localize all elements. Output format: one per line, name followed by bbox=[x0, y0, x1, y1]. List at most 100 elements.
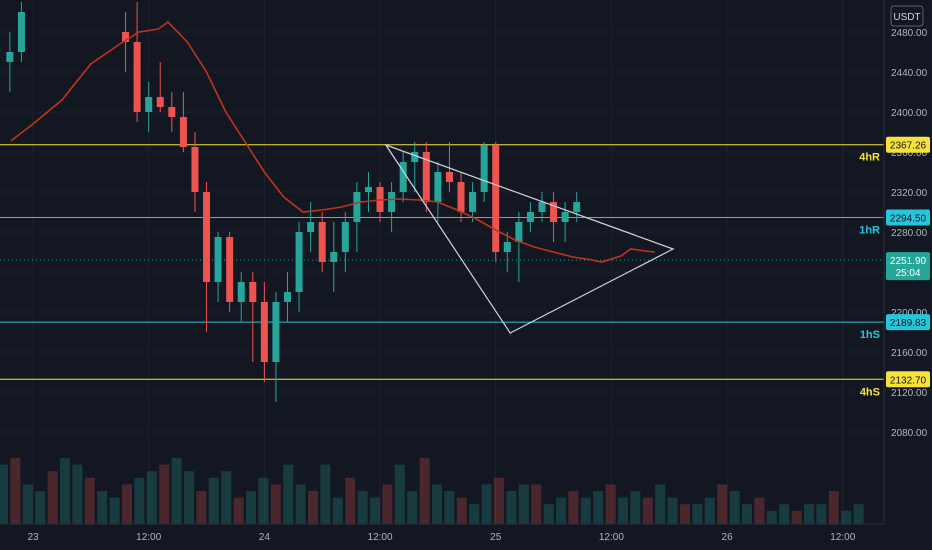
candle-body bbox=[526, 212, 534, 222]
volume-bars bbox=[0, 458, 864, 524]
level-tag: 2132.70 4hS bbox=[860, 371, 930, 398]
x-tick-label: 12:00 bbox=[136, 532, 161, 543]
level-label: 1hR bbox=[859, 225, 880, 237]
candle-body bbox=[145, 97, 153, 112]
candle-body bbox=[179, 117, 187, 147]
candle bbox=[399, 152, 407, 202]
time-axis[interactable]: 23 12:00 24 12:00 25 12:00 26 12:00 bbox=[27, 532, 855, 543]
candle bbox=[561, 202, 569, 242]
volume-bar bbox=[717, 484, 728, 524]
candle-body bbox=[272, 302, 280, 362]
candle bbox=[272, 292, 280, 402]
level-tag: 2294.50 1hR bbox=[859, 209, 930, 237]
candle bbox=[538, 192, 546, 222]
volume-bar bbox=[655, 484, 666, 524]
volume-bar bbox=[308, 491, 318, 524]
candle bbox=[145, 82, 153, 132]
candle bbox=[364, 172, 372, 212]
volume-bar bbox=[432, 484, 442, 524]
candle-body bbox=[411, 152, 419, 162]
candle bbox=[179, 92, 187, 152]
volume-bar bbox=[518, 484, 529, 524]
candle bbox=[515, 212, 523, 282]
candle-body bbox=[364, 187, 372, 192]
volume-bar bbox=[816, 504, 827, 524]
candle-body bbox=[133, 42, 141, 112]
candle bbox=[573, 192, 581, 222]
candle bbox=[283, 272, 291, 322]
candle-body bbox=[307, 222, 315, 232]
volume-bar bbox=[320, 464, 331, 524]
volume-bar bbox=[146, 471, 157, 524]
level-value: 2189.83 bbox=[890, 318, 927, 329]
candle-body bbox=[341, 222, 349, 252]
candle-body bbox=[156, 97, 164, 107]
x-tick-label: 24 bbox=[259, 532, 271, 543]
candle bbox=[295, 222, 303, 312]
volume-bar bbox=[10, 458, 21, 524]
currency-badge[interactable]: USDT bbox=[890, 5, 924, 27]
candle-body bbox=[503, 242, 511, 252]
y-tick-label: 2120.00 bbox=[891, 388, 928, 399]
volume-bar bbox=[382, 484, 393, 524]
level-label: 1hS bbox=[860, 329, 880, 341]
countdown-timer: 25:04 bbox=[895, 268, 920, 279]
candle-body bbox=[492, 145, 500, 252]
volume-bar bbox=[469, 504, 480, 524]
volume-bar bbox=[779, 504, 790, 524]
candle bbox=[388, 182, 396, 232]
chart-grid bbox=[0, 0, 884, 524]
volume-bar bbox=[841, 510, 852, 524]
y-tick-label: 2360.00 bbox=[891, 148, 928, 159]
volume-bar bbox=[97, 491, 108, 524]
candle-body bbox=[330, 252, 338, 262]
volume-bar bbox=[667, 497, 678, 524]
volume-bar bbox=[556, 497, 566, 524]
candle-body bbox=[550, 202, 558, 222]
level-tags: 2367.26 4hR 2294.50 1hR 2189.83 1hS 2132.70 4hS bbox=[859, 136, 930, 398]
candle bbox=[237, 272, 245, 322]
volume-bar bbox=[208, 477, 219, 524]
volume-bar bbox=[642, 497, 653, 524]
volume-bar bbox=[754, 497, 765, 524]
volume-bar bbox=[680, 504, 690, 524]
x-tick-label: 12:00 bbox=[830, 532, 855, 543]
candle bbox=[156, 62, 164, 112]
candle bbox=[330, 222, 338, 292]
candle-body bbox=[249, 282, 257, 302]
volume-bar bbox=[791, 510, 802, 524]
volume-bar bbox=[47, 471, 58, 524]
x-tick-label: 12:00 bbox=[599, 532, 624, 543]
candle bbox=[214, 232, 222, 302]
triangle-pattern bbox=[384, 143, 675, 334]
volume-bar bbox=[853, 504, 864, 524]
volume-bar bbox=[295, 484, 306, 524]
level-tag-box bbox=[886, 209, 930, 226]
volume-bar bbox=[35, 491, 46, 524]
volume-bar bbox=[630, 491, 641, 524]
level-lines bbox=[0, 144, 884, 380]
candle bbox=[133, 2, 141, 122]
candle bbox=[226, 232, 234, 312]
y-tick-label: 2080.00 bbox=[891, 428, 928, 439]
current-price-box bbox=[886, 252, 930, 281]
volume-bar bbox=[605, 484, 616, 524]
candle bbox=[353, 182, 361, 252]
candle bbox=[503, 232, 511, 272]
candle-body bbox=[203, 192, 211, 282]
level-tag-box bbox=[886, 136, 930, 153]
candle bbox=[445, 142, 453, 192]
candle-body bbox=[260, 302, 268, 362]
candle-body bbox=[226, 237, 234, 302]
volume-bar bbox=[593, 491, 604, 524]
volume-bar bbox=[506, 491, 517, 524]
candles bbox=[6, 2, 581, 402]
volume-bar bbox=[0, 464, 8, 524]
volume-bar bbox=[84, 477, 95, 524]
level-value: 2294.50 bbox=[890, 214, 927, 225]
volume-bar bbox=[171, 458, 182, 524]
volume-bar bbox=[109, 497, 120, 524]
candle bbox=[411, 142, 419, 192]
